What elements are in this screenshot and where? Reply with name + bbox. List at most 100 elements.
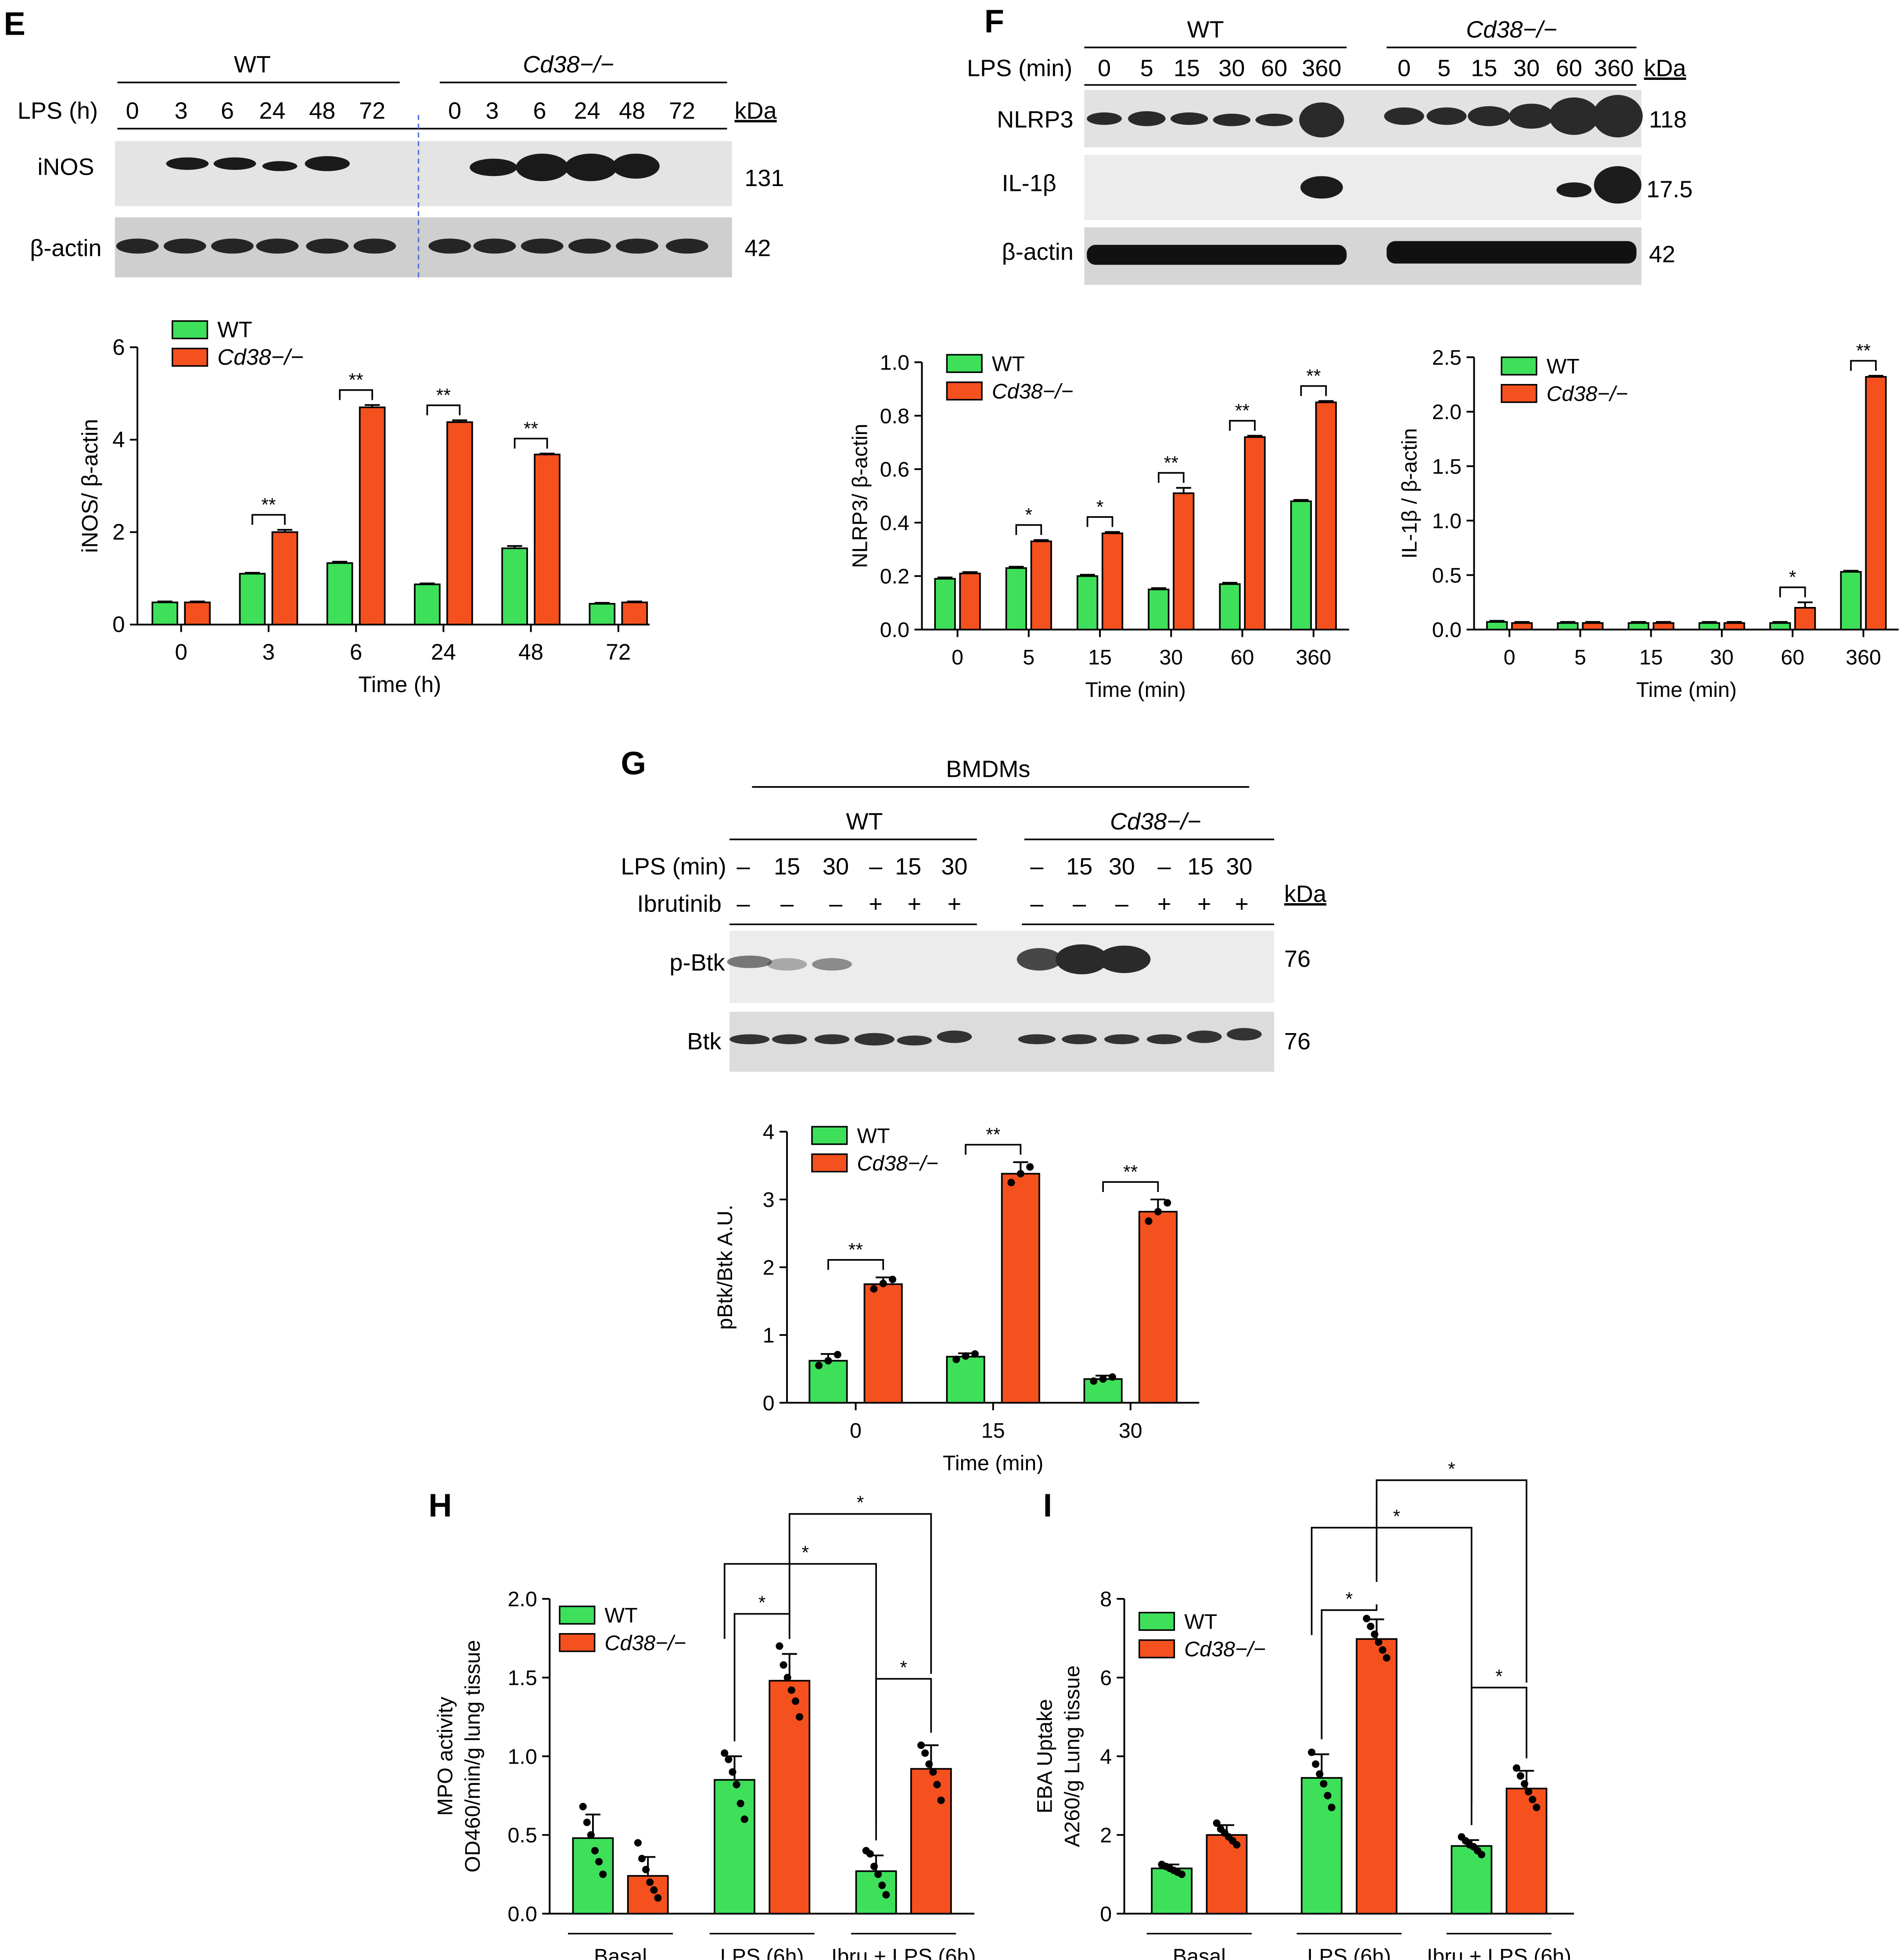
- lane-label: 30: [1109, 853, 1135, 879]
- significance-label: **: [1123, 1162, 1138, 1183]
- panel-f-band-label: IL-1β: [1002, 170, 1056, 196]
- panel-f-band-kda: 17.5: [1646, 176, 1692, 203]
- lane-label: 3: [175, 97, 188, 124]
- significance-label: *: [1346, 1588, 1353, 1609]
- bar-cd38: [910, 1768, 952, 1915]
- data-point: [725, 1755, 733, 1763]
- data-point: [646, 1878, 654, 1886]
- legend-label-cd38: Cd38−/−: [992, 380, 1074, 403]
- data-point: [952, 1355, 960, 1364]
- significance-bracket: [1311, 1527, 1473, 1803]
- lane-label: 48: [309, 97, 335, 124]
- significance-label: **: [986, 1124, 1000, 1145]
- data-point: [736, 1799, 744, 1807]
- bar-wt: [855, 1870, 897, 1915]
- data-point: [870, 1863, 878, 1870]
- lane-label: 15: [1066, 853, 1092, 879]
- bar-wt: [934, 578, 956, 631]
- y-tick-label: 2: [112, 520, 125, 545]
- x-tick-label: 72: [606, 639, 631, 664]
- y-tick-label: 1.0: [880, 351, 909, 374]
- significance-label: *: [1789, 567, 1796, 588]
- bar-wt: [1486, 621, 1508, 631]
- significance-bracket: [733, 1613, 790, 1741]
- bar-cd38: [1511, 622, 1533, 631]
- x-tick-label: 0: [1504, 646, 1516, 669]
- y-axis-label-line2: A260/g Lung tissue: [1060, 1666, 1084, 1847]
- data-point: [1164, 1199, 1171, 1207]
- y-tick-label: 0.8: [880, 404, 909, 428]
- significance-label: *: [857, 1492, 864, 1513]
- bar-wt: [1290, 500, 1312, 631]
- lane-label: +: [948, 891, 962, 917]
- legend-label-wt: WT: [1184, 1610, 1217, 1633]
- lane-label: 0: [448, 97, 461, 124]
- bar-wt: [1451, 1845, 1493, 1915]
- bar-cd38: [359, 406, 386, 625]
- significance-bracket: [1086, 516, 1113, 527]
- lane-label: –: [780, 891, 794, 917]
- panel-e-kda-label: kDa: [735, 97, 777, 124]
- panel-f-band-label: NLRP3: [997, 106, 1073, 133]
- data-point: [1233, 1841, 1241, 1849]
- data-point: [1145, 1217, 1153, 1225]
- significance-label: **: [1235, 400, 1250, 421]
- significance-label: **: [1856, 341, 1871, 362]
- lane-label: 15: [1187, 853, 1214, 879]
- y-axis-label: IL-1β / β-actin: [1398, 428, 1422, 559]
- legend-swatch-cd38: [172, 348, 208, 367]
- data-point: [579, 1802, 587, 1811]
- panel-f-lane-labels: 0 5 15 30 60 360 0 5 15 30 60 360: [1098, 55, 1634, 82]
- panel-e-actin-bands: [116, 238, 708, 254]
- data-point: [925, 1760, 933, 1768]
- panel-f-actin-bands: [1087, 241, 1637, 265]
- data-point: [1383, 1654, 1390, 1662]
- y-tick-label: 0.0: [508, 1902, 537, 1926]
- y-tick-label: 0.6: [880, 458, 909, 481]
- data-point: [1516, 1772, 1524, 1780]
- data-point: [1016, 1170, 1024, 1177]
- panel-e-band-label: β-actin: [30, 235, 101, 261]
- data-point: [1307, 1748, 1316, 1756]
- y-tick-label: 1.0: [508, 1745, 537, 1769]
- data-point: [650, 1886, 658, 1894]
- data-point: [1478, 1851, 1486, 1859]
- y-tick-label: 4: [763, 1120, 775, 1144]
- legend-label-cd38: Cd38−/−: [1184, 1637, 1266, 1661]
- significance-label: *: [900, 1657, 907, 1678]
- bar-wt: [1769, 622, 1791, 631]
- lane-label: 72: [359, 97, 385, 124]
- data-point: [1090, 1377, 1098, 1385]
- y-tick-label: 0.5: [1432, 564, 1462, 587]
- data-point: [1320, 1780, 1328, 1788]
- bar-cd38: [1356, 1638, 1397, 1915]
- data-point: [1109, 1373, 1117, 1381]
- data-point: [921, 1749, 929, 1757]
- significance-bracket: [1779, 586, 1806, 598]
- bar-cd38: [1723, 622, 1746, 631]
- x-tick-label: 5: [1574, 646, 1586, 669]
- data-point: [1363, 1615, 1371, 1623]
- panel-g-band-label: Btk: [687, 1028, 722, 1055]
- lane-label: +: [908, 891, 922, 917]
- panel-f-wt-label: WT: [1187, 16, 1224, 43]
- legend-swatch-wt: [559, 1605, 596, 1625]
- x-tick-label: 15: [981, 1419, 1005, 1443]
- x-tick-label: Basal: [594, 1945, 647, 1960]
- legend-swatch-cd38: [1139, 1639, 1175, 1658]
- bar-cd38: [184, 601, 211, 625]
- significance-bracket: [1321, 1604, 1378, 1740]
- significance-bracket: [788, 1513, 932, 1674]
- bar-wt: [1148, 589, 1170, 631]
- significance-bracket: [1376, 1479, 1527, 1683]
- data-point: [929, 1768, 937, 1776]
- panel-f-band-label: β-actin: [1002, 239, 1074, 265]
- lane-label: –: [736, 853, 750, 879]
- data-point: [1525, 1788, 1533, 1795]
- bar-cd38: [446, 421, 473, 625]
- bar-cd38: [1138, 1211, 1178, 1404]
- lane-label: +: [1235, 891, 1249, 917]
- y-tick-label: 2: [1100, 1824, 1112, 1847]
- x-tick-label: 360: [1846, 646, 1881, 669]
